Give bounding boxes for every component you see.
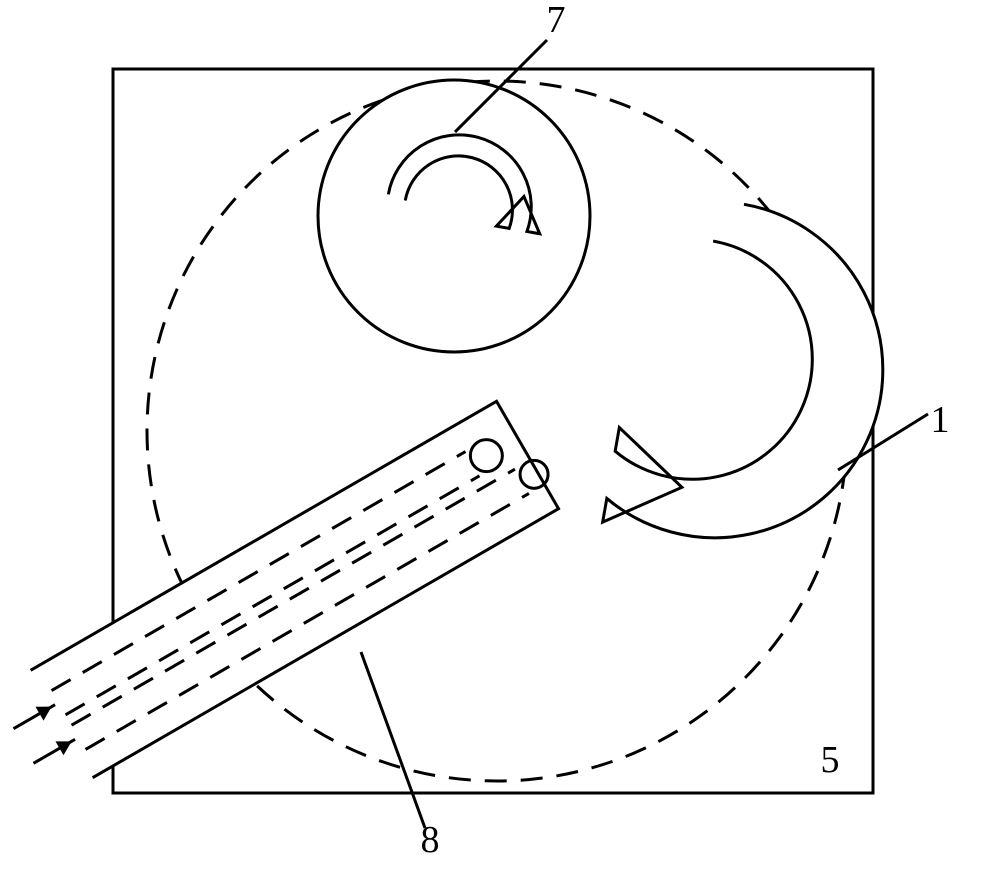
callout-5: 5 bbox=[821, 739, 840, 781]
supply-arm bbox=[31, 401, 559, 777]
channel-line bbox=[72, 469, 515, 725]
leader-8 bbox=[361, 652, 425, 828]
wafer-circle bbox=[318, 80, 590, 352]
callout-7: 7 bbox=[547, 0, 566, 41]
callout-8: 8 bbox=[421, 819, 440, 861]
orbit-arrow-icon bbox=[603, 204, 883, 537]
callout-1: 1 bbox=[931, 399, 950, 441]
